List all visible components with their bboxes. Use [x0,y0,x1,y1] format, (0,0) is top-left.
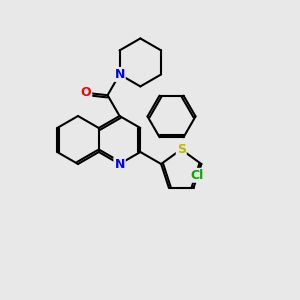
Text: S: S [177,143,186,156]
Text: N: N [114,68,125,81]
Text: Cl: Cl [190,169,204,182]
Text: N: N [114,158,125,170]
Text: O: O [81,86,91,99]
